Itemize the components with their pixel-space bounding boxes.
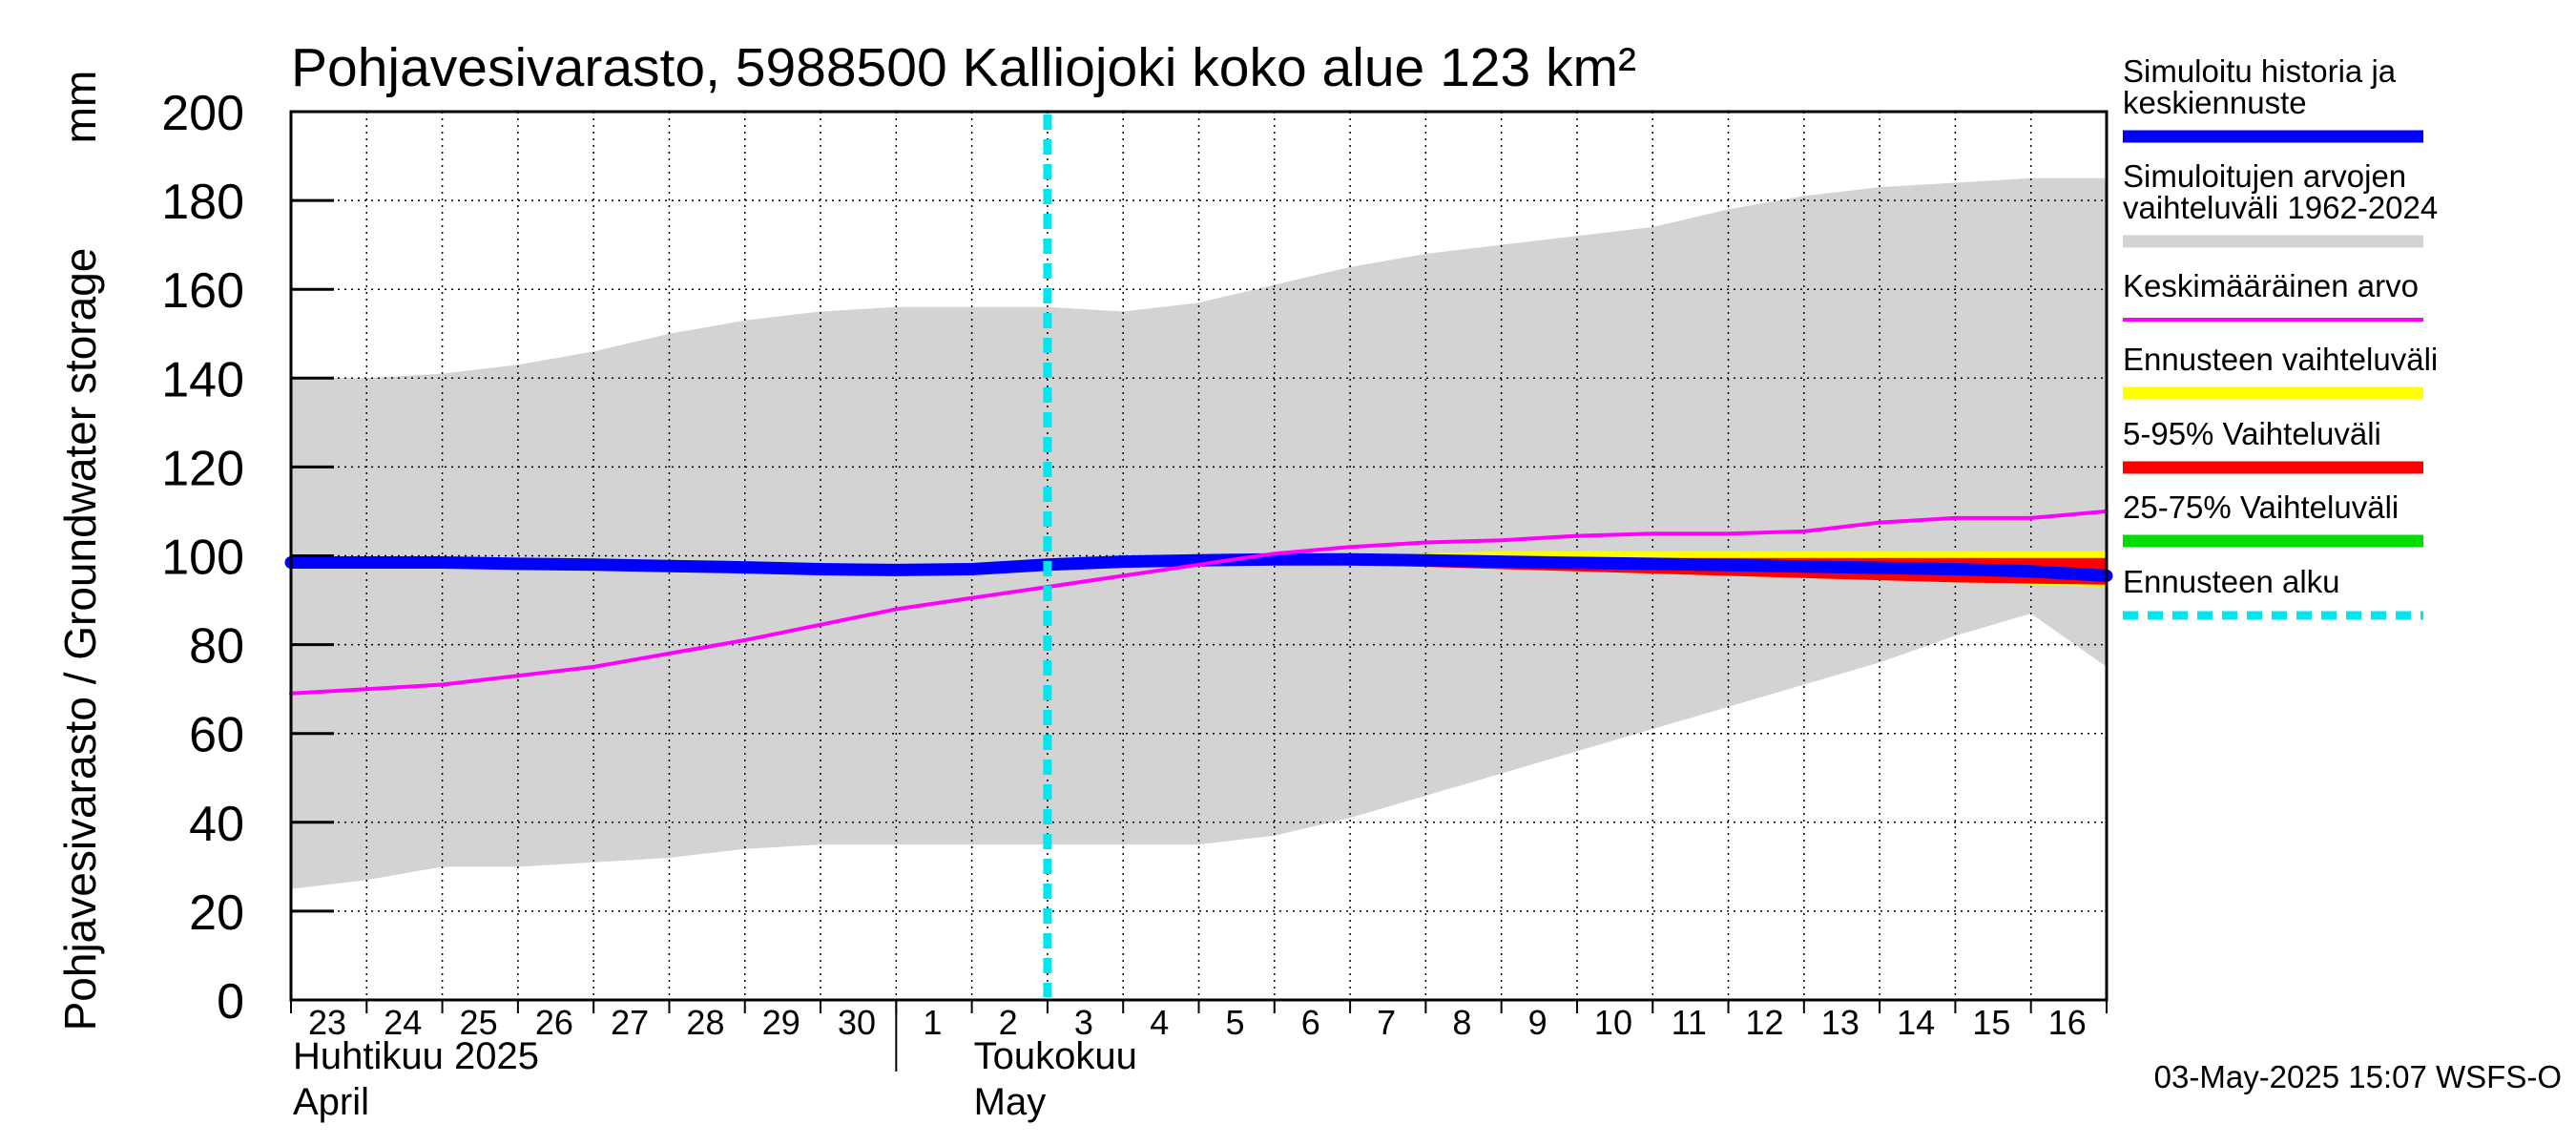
x-tick-label: 4 — [1150, 1003, 1169, 1042]
mean-value-line — [289, 509, 2109, 696]
y-tick-label: 80 — [189, 619, 244, 675]
x-tick-label: 9 — [1528, 1003, 1548, 1042]
y-tick-label: 20 — [189, 885, 244, 941]
y-axis-ticks: 0 20 40 60 80 100 120 140 160 180 200 — [161, 86, 334, 1030]
legend-label: Simuloitujen arvojen — [2123, 158, 2406, 194]
x-tick-label: 29 — [762, 1003, 800, 1042]
x-tick-label: 26 — [535, 1003, 573, 1042]
x-tick-label: 8 — [1452, 1003, 1471, 1042]
simulated-history-line — [284, 552, 2113, 582]
y-tick-label: 180 — [161, 175, 244, 230]
x-tick-label: 10 — [1594, 1003, 1632, 1042]
x-tick-label: 3 — [1074, 1003, 1093, 1042]
x-tick-label: 28 — [686, 1003, 724, 1042]
x-tick-label: 1 — [923, 1003, 942, 1042]
x-tick-label: 24 — [384, 1003, 422, 1042]
x-tick-label: 13 — [1821, 1003, 1859, 1042]
y-axis-label: Pohjavesivarasto / Groundwater storage — [55, 248, 105, 1031]
x-tick-label: 23 — [308, 1003, 346, 1042]
plot-area — [284, 110, 2113, 1002]
y-tick-label: 0 — [217, 974, 244, 1030]
legend-label: Keskimääräinen arvo — [2123, 268, 2419, 303]
y-tick-label: 160 — [161, 263, 244, 319]
month-label-en: April — [293, 1081, 369, 1123]
legend-label: Ennusteen vaihteluväli — [2123, 342, 2438, 377]
x-tick-label: 6 — [1301, 1003, 1320, 1042]
x-tick-label: 25 — [460, 1003, 498, 1042]
y-tick-label: 60 — [189, 708, 244, 763]
month-label: Toukokuu — [974, 1035, 1137, 1077]
x-axis-ticks: 23 24 25 26 27 28 29 30 1 2 3 4 5 6 7 8 9 10 11 12 13 14 15 16 — [290, 1000, 2108, 1042]
y-tick-label: 200 — [161, 86, 244, 141]
x-tick-label: 2 — [999, 1003, 1018, 1042]
month-label-en: May — [974, 1081, 1047, 1123]
x-tick-label: 11 — [1672, 1003, 1707, 1042]
legend-label: Simuloitu historia ja — [2123, 53, 2397, 89]
legend-label: 5-95% Vaihteluväli — [2123, 416, 2381, 451]
legend-label: Ennusteen alku — [2123, 564, 2340, 599]
y-axis-unit: mm — [55, 71, 105, 144]
month-label: Huhtikuu 2025 — [293, 1035, 539, 1077]
x-tick-label: 7 — [1377, 1003, 1396, 1042]
x-tick-label: 30 — [838, 1003, 876, 1042]
x-tick-label: 12 — [1746, 1003, 1784, 1042]
timestamp: 03-May-2025 15:07 WSFS-O — [2154, 1059, 2562, 1094]
x-tick-label: 15 — [1972, 1003, 2010, 1042]
x-tick-label: 5 — [1225, 1003, 1244, 1042]
x-tick-label: 14 — [1897, 1003, 1935, 1042]
y-tick-label: 140 — [161, 352, 244, 407]
y-tick-label: 120 — [161, 441, 244, 496]
x-tick-label: 16 — [2048, 1003, 2087, 1042]
y-tick-label: 100 — [161, 531, 244, 586]
legend-label-line2: keskiennuste — [2123, 85, 2307, 120]
legend-label: 25-75% Vaihteluväli — [2123, 489, 2399, 525]
legend-label-line2: vaihteluväli 1962-2024 — [2123, 190, 2438, 225]
y-tick-label: 40 — [189, 797, 244, 852]
chart-title: Pohjavesivarasto, 5988500 Kalliojoki kok… — [291, 37, 1636, 98]
x-tick-label: 27 — [611, 1003, 649, 1042]
